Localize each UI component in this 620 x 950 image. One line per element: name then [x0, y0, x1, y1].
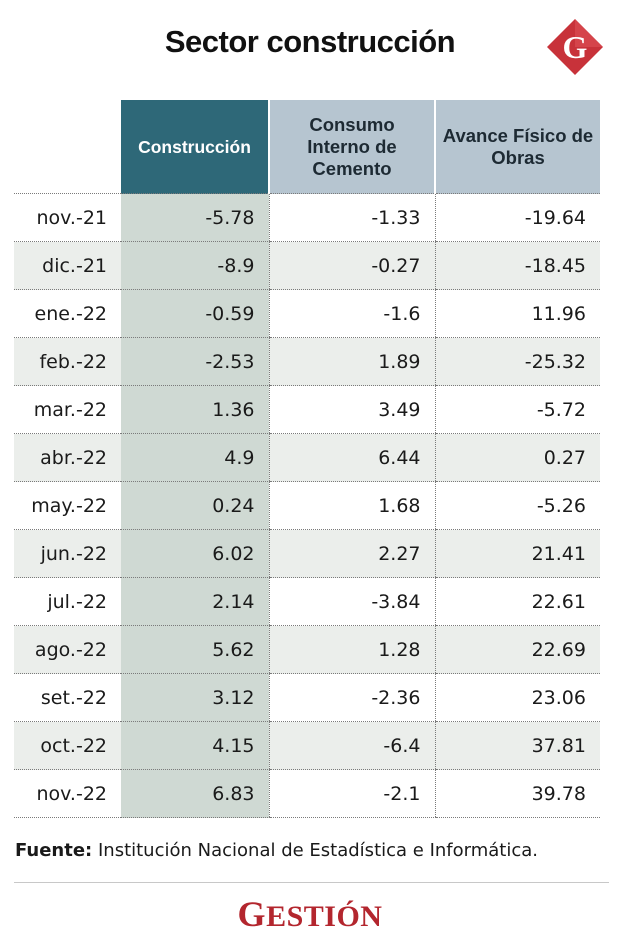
data-table: Construcción Consumo Interno de Cemento …	[14, 100, 600, 818]
row-month: nov.-22	[14, 769, 121, 818]
cell-avance-obras: 21.41	[434, 529, 600, 578]
table-row: ago.-22 5.62 1.28 22.69	[14, 625, 600, 674]
cell-avance-obras: 22.69	[434, 625, 600, 674]
source-text: Institución Nacional de Estadística e In…	[92, 840, 538, 861]
header-consumo-cemento: Consumo Interno de Cemento	[268, 100, 435, 194]
cell-construccion: -5.78	[121, 193, 269, 242]
cell-consumo-cemento: 1.28	[268, 625, 435, 674]
footer-divider	[14, 882, 609, 883]
cell-construccion: 1.36	[121, 385, 269, 434]
row-month: jun.-22	[14, 529, 121, 578]
row-month: ene.-22	[14, 289, 121, 338]
table-row: abr.-22 4.9 6.44 0.27	[14, 433, 600, 482]
brand-logo: GESTIÓN	[0, 893, 620, 935]
table-header-row: Construcción Consumo Interno de Cemento …	[14, 100, 600, 194]
cell-consumo-cemento: -1.6	[268, 289, 435, 338]
gestion-logo-icon: G	[547, 19, 603, 75]
cell-consumo-cemento: -3.84	[268, 577, 435, 626]
table-row: nov.-21 -5.78 -1.33 -19.64	[14, 193, 600, 242]
source-label: Fuente:	[15, 840, 93, 861]
cell-construccion: 4.15	[121, 721, 269, 770]
cell-consumo-cemento: 1.68	[268, 481, 435, 530]
cell-construccion: -8.9	[121, 241, 269, 290]
cell-construccion: -2.53	[121, 337, 269, 386]
cell-consumo-cemento: -6.4	[268, 721, 435, 770]
cell-avance-obras: 11.96	[434, 289, 600, 338]
cell-construccion: 6.83	[121, 769, 269, 818]
cell-avance-obras: -5.72	[434, 385, 600, 434]
cell-avance-obras: -19.64	[434, 193, 600, 242]
cell-consumo-cemento: 2.27	[268, 529, 435, 578]
source-note: Fuente: Institución Nacional de Estadíst…	[15, 840, 538, 861]
row-month: ago.-22	[14, 625, 121, 674]
page-title: Sector construcción	[164, 24, 456, 59]
cell-avance-obras: 39.78	[434, 769, 600, 818]
cell-consumo-cemento: 1.89	[268, 337, 435, 386]
cell-avance-obras: 37.81	[434, 721, 600, 770]
table-row: dic.-21 -8.9 -0.27 -18.45	[14, 241, 600, 290]
cell-avance-obras: -5.26	[434, 481, 600, 530]
cell-avance-obras: 22.61	[434, 577, 600, 626]
logo-letter: G	[563, 29, 588, 65]
cell-consumo-cemento: -0.27	[268, 241, 435, 290]
cell-construccion: 0.24	[121, 481, 269, 530]
row-month: oct.-22	[14, 721, 121, 770]
row-month: mar.-22	[14, 385, 121, 434]
table-row: set.-22 3.12 -2.36 23.06	[14, 673, 600, 722]
cell-construccion: 3.12	[121, 673, 269, 722]
header-avance-obras: Avance Físico de Obras	[434, 100, 600, 194]
cell-consumo-cemento: 3.49	[268, 385, 435, 434]
cell-avance-obras: -18.45	[434, 241, 600, 290]
header-construccion: Construcción	[121, 100, 269, 194]
brand-rest: ESTIÓN	[266, 900, 383, 933]
table-row: ene.-22 -0.59 -1.6 11.96	[14, 289, 600, 338]
table-body: nov.-21 -5.78 -1.33 -19.64 dic.-21 -8.9 -0.27-…	[14, 193, 600, 818]
row-month: jul.-22	[14, 577, 121, 626]
row-month: set.-22	[14, 673, 121, 722]
brand-initial: G	[237, 894, 267, 934]
table-row: may.-22 0.24 1.68 -5.26	[14, 481, 600, 530]
cell-construccion: 2.14	[121, 577, 269, 626]
row-month: abr.-22	[14, 433, 121, 482]
cell-construccion: 6.02	[121, 529, 269, 578]
header-blank-cell	[14, 100, 121, 194]
cell-construccion: 5.62	[121, 625, 269, 674]
cell-construccion: 4.9	[121, 433, 269, 482]
cell-consumo-cemento: 6.44	[268, 433, 435, 482]
row-month: nov.-21	[14, 193, 121, 242]
cell-avance-obras: 23.06	[434, 673, 600, 722]
cell-construccion: -0.59	[121, 289, 269, 338]
table-row: jul.-22 2.14 -3.84 22.61	[14, 577, 600, 626]
table-row: nov.-22 6.83 -2.1 39.78	[14, 769, 600, 818]
table-row: oct.-22 4.15 -6.4 37.81	[14, 721, 600, 770]
row-month: feb.-22	[14, 337, 121, 386]
table-row: mar.-22 1.36 3.49 -5.72	[14, 385, 600, 434]
cell-consumo-cemento: -1.33	[268, 193, 435, 242]
cell-avance-obras: -25.32	[434, 337, 600, 386]
table-row: jun.-22 6.02 2.27 21.41	[14, 529, 600, 578]
cell-consumo-cemento: -2.1	[268, 769, 435, 818]
cell-consumo-cemento: -2.36	[268, 673, 435, 722]
row-month: dic.-21	[14, 241, 121, 290]
table-row: feb.-22 -2.53 1.89 -25.32	[14, 337, 600, 386]
row-month: may.-22	[14, 481, 121, 530]
cell-avance-obras: 0.27	[434, 433, 600, 482]
